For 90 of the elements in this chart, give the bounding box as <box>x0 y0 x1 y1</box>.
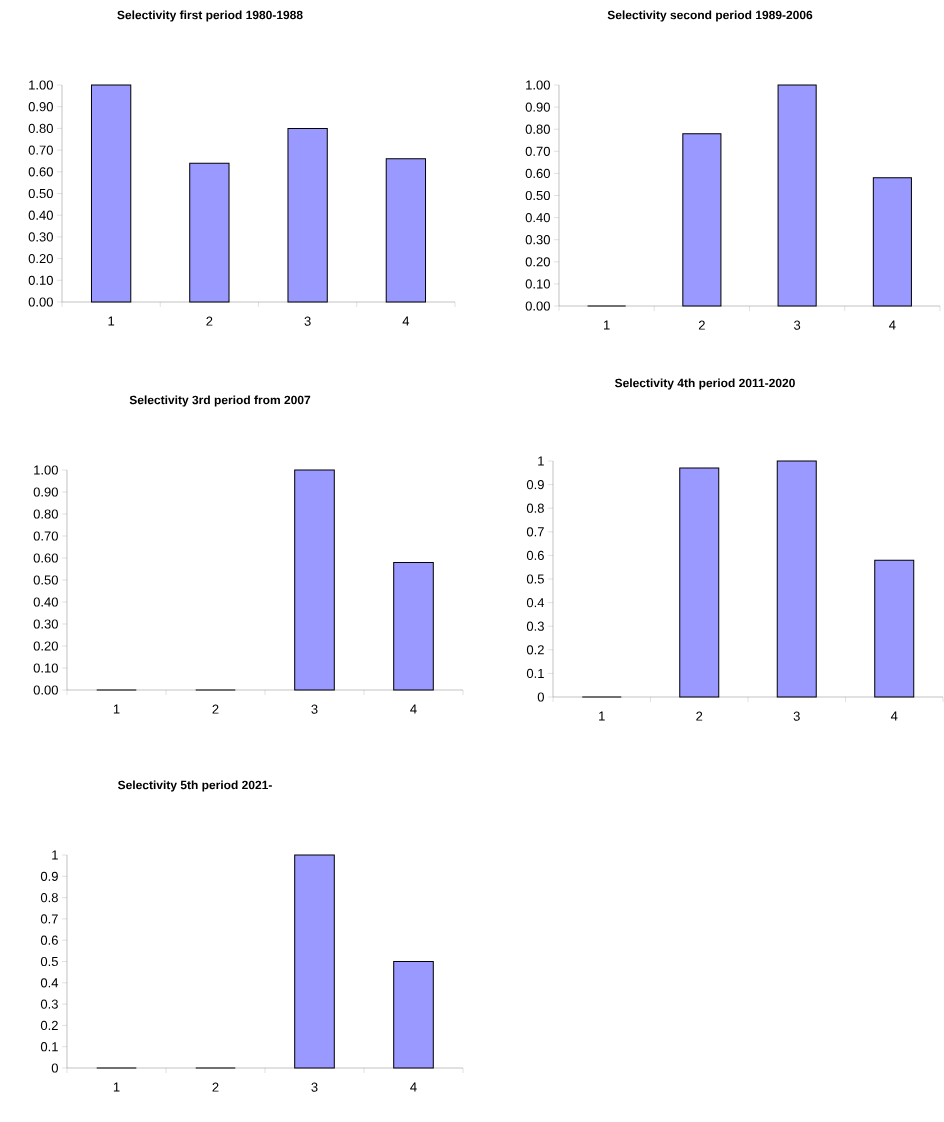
bar <box>776 460 817 698</box>
y-tick-label: 0.10 <box>28 275 53 285</box>
x-tick-label: 2 <box>212 1082 219 1092</box>
x-tick-label: 1 <box>108 316 115 326</box>
x-tick-label: 3 <box>311 704 318 714</box>
bar <box>872 177 912 307</box>
x-tick-label: 3 <box>311 1082 318 1092</box>
y-tick-label: 0.30 <box>33 619 58 629</box>
y-tick-label: 0.90 <box>33 487 58 497</box>
chart-title: Selectivity second period 1989-2006 <box>607 10 813 22</box>
y-tick-label: 0.70 <box>28 145 53 155</box>
y-tick-label: 0.30 <box>28 232 53 242</box>
x-tick-label: 1 <box>599 711 605 721</box>
y-tick-label: 0.4 <box>526 598 545 608</box>
y-tick-label: 0.00 <box>525 301 550 311</box>
y-tick-label: 0.00 <box>33 685 58 695</box>
y-tick-label: 0.1 <box>40 1042 58 1052</box>
y-tick-label: 0.7 <box>40 914 58 924</box>
y-tick-label: 0 <box>537 692 544 702</box>
y-tick-label: 0.3 <box>526 621 544 631</box>
y-tick-label: 0.90 <box>28 102 53 112</box>
y-tick-label: 0.60 <box>33 553 58 563</box>
y-tick-label: 1.00 <box>34 465 58 475</box>
x-tick-label: 4 <box>402 316 410 326</box>
x-tick-label: 3 <box>793 711 800 721</box>
x-tick-label: 3 <box>794 320 801 330</box>
bar <box>287 127 328 303</box>
y-tick-label: 0.80 <box>525 124 550 134</box>
bar <box>679 467 720 698</box>
x-tick-label: 2 <box>696 711 703 721</box>
chart-title: Selectivity first period 1980-1988 <box>117 10 303 22</box>
x-tick-label: 2 <box>206 316 213 326</box>
y-tick-label: 0.00 <box>28 297 53 307</box>
y-tick-label: 0.20 <box>28 254 53 264</box>
y-tick-label: 0.80 <box>28 123 53 134</box>
y-tick-label: 0.8 <box>40 893 58 903</box>
y-tick-label: 0.30 <box>525 235 550 245</box>
y-tick-label: 0.70 <box>525 146 550 156</box>
y-tick-label: 0.3 <box>40 999 58 1009</box>
y-tick-label: 0.2 <box>40 1020 58 1031</box>
y-tick-label: 0.2 <box>526 645 544 655</box>
y-tick-label: 0.9 <box>526 480 544 490</box>
chart-title: Selectivity 3rd period from 2007 <box>129 395 311 407</box>
x-tick-label: 3 <box>304 316 311 326</box>
chart-title: Selectivity 4th period 2011-2020 <box>614 378 795 390</box>
x-tick-label: 1 <box>113 704 120 714</box>
y-tick-label: 0.50 <box>28 188 53 199</box>
chart-title: Selectivity 5th period 2021- <box>117 780 272 792</box>
y-tick-label: 0.40 <box>33 597 58 607</box>
y-tick-label: 0.9 <box>40 871 58 881</box>
y-tick-label: 0.60 <box>525 168 550 179</box>
y-tick-label: 1 <box>52 850 58 860</box>
y-tick-label: 0.50 <box>525 190 550 201</box>
y-tick-label: 0.4 <box>40 978 59 988</box>
bar <box>777 84 817 307</box>
y-tick-label: 0.10 <box>525 279 550 289</box>
y-tick-label: 0.10 <box>33 663 58 673</box>
x-tick-label: 4 <box>890 711 898 721</box>
x-tick-label: 1 <box>604 320 610 330</box>
y-tick-label: 0 <box>51 1063 58 1073</box>
y-tick-label: 0.1 <box>526 668 544 679</box>
x-tick-label: 1 <box>113 1082 120 1092</box>
y-tick-label: 0.5 <box>40 956 58 967</box>
x-tick-label: 2 <box>698 320 705 330</box>
x-tick-label: 2 <box>212 704 219 714</box>
y-tick-label: 0.8 <box>526 503 544 513</box>
x-tick-label: 4 <box>889 320 896 330</box>
y-tick-label: 0.80 <box>33 509 58 519</box>
y-tick-label: 1 <box>538 456 544 466</box>
y-tick-label: 0.90 <box>525 102 550 112</box>
x-tick-label: 4 <box>410 1082 417 1092</box>
y-tick-label: 0.5 <box>526 574 544 584</box>
bar <box>385 158 427 303</box>
bar <box>682 133 722 307</box>
y-tick-label: 0.7 <box>526 527 544 537</box>
y-tick-label: 0.6 <box>40 935 58 945</box>
bar <box>874 559 915 698</box>
bar <box>90 84 132 303</box>
x-tick-label: 4 <box>410 704 417 714</box>
y-tick-label: 0.20 <box>525 257 550 267</box>
y-tick-label: 0.70 <box>33 531 58 541</box>
y-tick-label: 0.50 <box>33 575 58 585</box>
y-tick-label: 0.6 <box>526 550 544 561</box>
y-tick-label: 0.60 <box>28 167 53 177</box>
y-tick-label: 0.40 <box>525 213 550 223</box>
y-tick-label: 0.20 <box>33 641 58 651</box>
bar <box>189 162 230 303</box>
y-tick-label: 1.00 <box>526 80 550 90</box>
y-tick-label: 1.00 <box>29 80 53 90</box>
y-tick-label: 0.40 <box>28 210 53 220</box>
